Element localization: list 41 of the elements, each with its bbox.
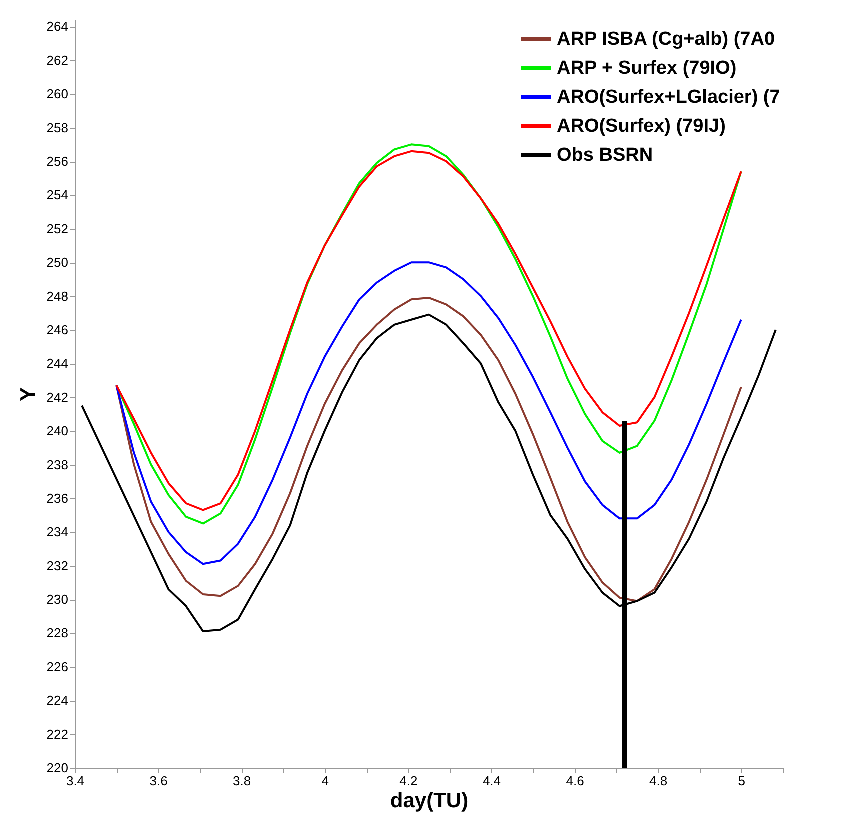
x-axis-title: day(TU) [390, 790, 469, 812]
y-tick-label: 232 [46, 558, 68, 574]
y-tick-label: 236 [46, 490, 68, 506]
y-tick-label: 220 [46, 760, 68, 776]
x-tick-label: 3.8 [233, 774, 252, 788]
x-tick-label: 4.2 [400, 774, 418, 788]
x-tick-label: 3.4 [66, 774, 85, 788]
legend-label: Obs BSRN [557, 145, 654, 166]
legend-label: ARP + Surfex (79IO) [557, 58, 737, 79]
y-tick-label: 238 [46, 457, 68, 472]
y-tick-label: 252 [46, 221, 68, 236]
y-tick-label: 230 [46, 592, 68, 608]
x-tick-label: 4.4 [482, 774, 502, 788]
x-tick-label: 4 [322, 774, 329, 788]
y-tick-label: 226 [46, 659, 68, 674]
y-tick-label: 234 [46, 524, 68, 540]
y-tick-label: 222 [46, 726, 68, 742]
x-tick-label: 4.8 [650, 774, 668, 788]
line-series [116, 296, 742, 602]
y-tick-label: 250 [46, 255, 68, 270]
legend-label: ARO(Surfex+LGlacier) (7 [557, 87, 780, 108]
y-tick-label: 248 [46, 288, 68, 304]
y-tick-label: 246 [46, 322, 68, 338]
legend-label: ARP ISBA (Cg+alb) (7A0 [557, 29, 776, 50]
x-tick-label: 4.6 [566, 774, 584, 788]
y-tick-label: 264 [46, 19, 68, 34]
y-tick-label: 260 [46, 86, 68, 102]
y-tick-label: 228 [46, 626, 68, 641]
y-tick-label: 262 [46, 52, 68, 68]
x-tick-label: 3.6 [150, 774, 168, 788]
y-tick-label: 240 [46, 424, 68, 439]
line-series [116, 262, 742, 566]
y-tick-label: 256 [46, 154, 68, 170]
y-axis-title: Y [16, 387, 40, 402]
legend-label: ARO(Surfex) (79IJ) [557, 116, 726, 137]
y-tick-label: 258 [46, 120, 68, 136]
y-tick-label: 244 [46, 356, 68, 372]
y-tick-label: 242 [46, 390, 68, 405]
y-tick-label: 224 [46, 693, 68, 708]
y-tick-label: 254 [46, 188, 68, 203]
x-tick-label: 5 [738, 774, 746, 788]
